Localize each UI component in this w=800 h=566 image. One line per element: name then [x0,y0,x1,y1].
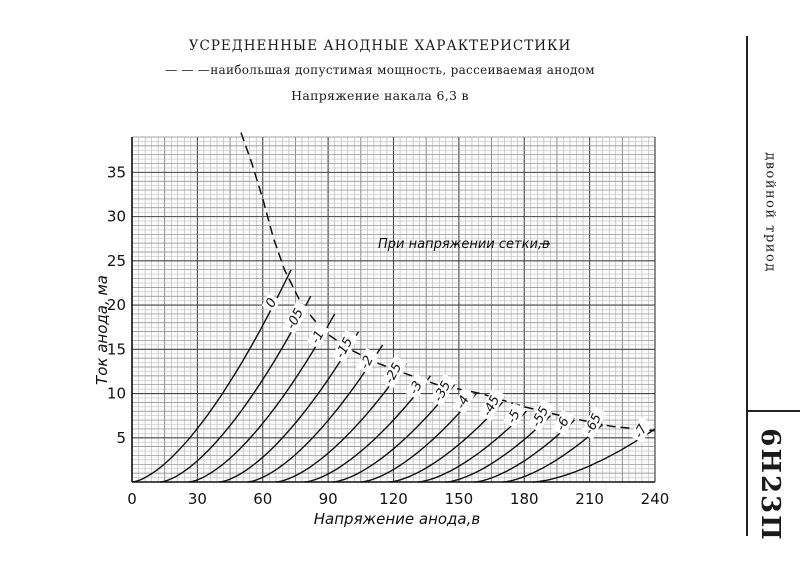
x-tick-label: 180 [510,490,539,508]
curve-label-bg [452,387,475,414]
curve-label: -4 [454,393,473,411]
tube-type-label: двойной триод [762,152,778,273]
x-tick-label: 0 [127,490,137,508]
curve-line [445,415,551,483]
curve-line [417,410,527,483]
curve-line [247,344,384,483]
curve-line [389,401,504,483]
curve-line [160,295,312,483]
curve-line [474,419,575,483]
curve-label: -3 [407,379,426,397]
y-axis-label: Ток анода, ма [93,275,111,385]
x-tick-label: 90 [319,490,338,508]
curve-line [332,384,456,483]
legend-text: При напряжении сетки,в [378,237,550,252]
y-tick-label: 25 [107,252,126,270]
y-tick-label: 15 [107,340,126,358]
y-tick-label: 10 [107,385,126,403]
curve-line [219,331,360,483]
curve-label-bg [380,355,408,389]
y-tick-label: 5 [116,429,126,447]
tube-model-label: 6Н23П [755,428,785,542]
curve-label-bg [580,406,607,440]
chart-subtitle: — — —наибольшая допустимая мощность, рас… [165,63,595,77]
curve-label-bg [282,301,309,335]
curve-line [502,423,604,483]
curve-label: -2 [358,353,377,371]
curve-line [131,269,292,483]
curve-label-bg [527,399,555,433]
x-tick-label: 210 [575,490,604,508]
chart-title: УСРЕДНЕННЫЕ АНОДНЫЕ ХАРАКТЕРИСТИКИ [188,38,572,54]
curve-line [188,313,336,483]
x-tick-label: 120 [379,490,408,508]
x-tick-label: 240 [641,490,670,508]
curve-line [304,375,432,483]
curve-label-bg [552,409,575,436]
x-axis-label: Напряжение анода,в [314,510,481,528]
x-tick-label: 60 [253,490,272,508]
curve-label-bg [356,348,379,375]
grid [131,136,656,483]
y-tick-label: 35 [107,163,126,181]
x-tick-label: 150 [445,490,474,508]
curve-label-bg [261,293,281,313]
curve-label: -1 [308,328,327,346]
curve-label-bg [306,322,330,349]
y-tick-label: 30 [107,208,126,226]
curves [131,132,656,483]
curve-labels: 0-05-1 -15-2 -25-3 -35 -4 -45 -5 -55 -6 -65 -7 [261,243,653,443]
curve-label-bg [630,416,653,443]
curve-label: -5 [505,408,524,426]
curve-line [360,393,477,483]
axes: 0 30 60 90 120 150 180 210 240 5 10 15 20 25 30 35 [107,137,669,508]
curve-label-bg [331,330,359,364]
curve-line [532,428,656,483]
curve-label-bg [478,388,506,422]
curve-line [275,362,408,483]
x-tick-label: 30 [188,490,207,508]
sidebar-divider [746,36,748,536]
y-tick-label: 20 [107,296,126,314]
curve-label-bg [405,373,428,400]
curve-label-bg [429,373,457,407]
sidebar-separator [746,410,800,412]
curve-label: -6 [554,415,573,433]
heater-voltage-note: Напряжение накала 6,3 в [291,88,469,103]
curve-label-bg [503,402,526,429]
